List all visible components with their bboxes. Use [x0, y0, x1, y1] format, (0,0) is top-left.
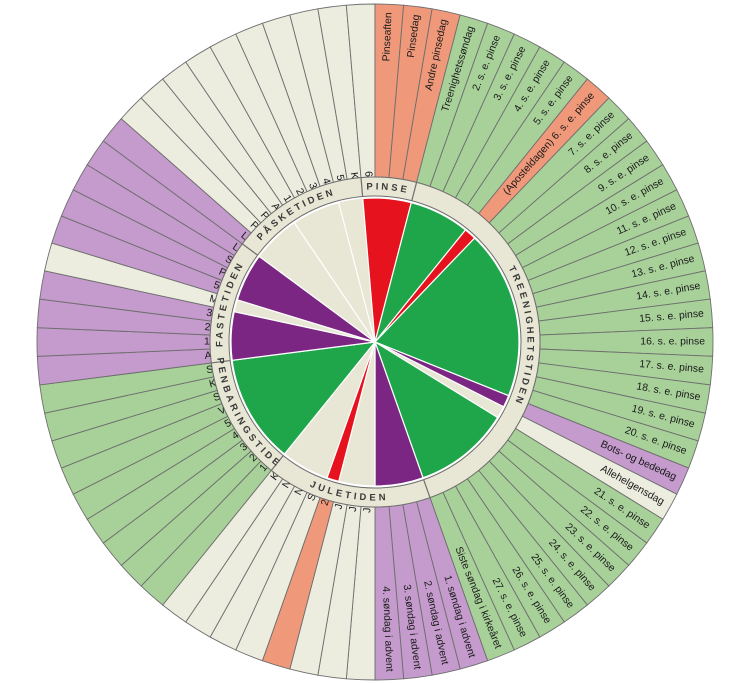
- season-divider: [423, 479, 431, 498]
- inner-wedge-white: [293, 201, 376, 343]
- inner-wedge-green: [373, 340, 499, 479]
- season-divider: [211, 359, 231, 364]
- sector-label: 16. s. e. pinse: [640, 337, 705, 348]
- season-divider: [241, 243, 258, 256]
- season-divider: [360, 177, 364, 197]
- sector-label: 17. s. e. pinse: [639, 359, 705, 375]
- season-divider: [270, 455, 284, 471]
- inner-pie: [230, 197, 520, 487]
- inner-wedge-green: [231, 341, 377, 455]
- sector-label: 4. søndag i advent: [380, 586, 395, 672]
- season-divider: [411, 182, 418, 201]
- sector-label: Pinseaften: [381, 12, 394, 62]
- sector-label: 15. s. e. pinse: [639, 309, 705, 325]
- sector-label: Pinsedag: [406, 14, 422, 59]
